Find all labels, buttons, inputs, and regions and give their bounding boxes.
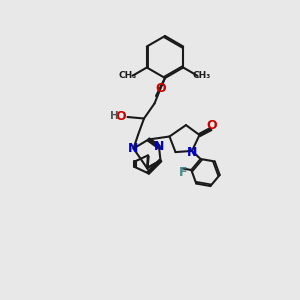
Text: O: O [155,82,166,95]
Text: F: F [179,166,187,178]
Text: O: O [116,110,126,124]
Text: CH₃: CH₃ [119,71,137,80]
Text: O: O [206,119,217,132]
Text: N: N [128,142,139,155]
Text: H: H [110,111,118,122]
Text: CH₃: CH₃ [192,71,211,80]
Text: N: N [187,146,197,159]
Text: N: N [154,140,164,153]
